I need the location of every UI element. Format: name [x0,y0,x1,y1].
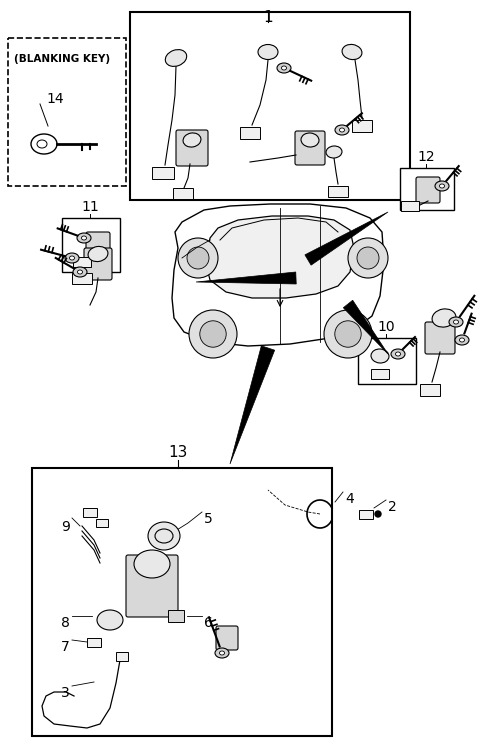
Text: 8: 8 [61,616,70,630]
FancyBboxPatch shape [84,248,112,280]
Bar [358,338,416,384]
Text: 11: 11 [81,200,99,214]
Bar [73,257,91,267]
Polygon shape [305,212,388,265]
Bar [420,384,440,396]
Text: 6: 6 [204,616,213,630]
Ellipse shape [440,184,444,188]
Text: 7: 7 [61,640,70,654]
Bar [152,167,174,179]
Ellipse shape [258,45,278,60]
Circle shape [375,511,381,517]
Text: 1: 1 [263,10,273,25]
Bar [240,127,260,139]
Circle shape [200,321,226,347]
Bar [400,168,454,210]
Ellipse shape [301,133,319,147]
Ellipse shape [335,125,349,135]
Bar [62,218,120,272]
Text: 5: 5 [204,512,213,526]
Ellipse shape [219,651,225,655]
Ellipse shape [97,610,123,630]
FancyBboxPatch shape [126,555,178,617]
Ellipse shape [65,253,79,263]
Bar [130,12,410,200]
Ellipse shape [165,50,187,66]
Text: 14: 14 [46,92,64,106]
Bar [32,468,332,736]
Text: 3: 3 [61,686,70,700]
Text: 2: 2 [388,500,397,514]
Ellipse shape [88,246,108,262]
Ellipse shape [82,236,86,240]
Bar [87,638,101,647]
FancyBboxPatch shape [216,626,238,650]
Ellipse shape [183,133,201,147]
Ellipse shape [454,320,458,324]
Bar [328,185,348,196]
Ellipse shape [37,140,47,148]
Ellipse shape [449,317,463,327]
FancyBboxPatch shape [176,130,208,166]
Ellipse shape [326,146,342,158]
Bar [359,510,373,519]
Ellipse shape [371,349,389,363]
Ellipse shape [281,66,287,70]
Text: 13: 13 [168,445,188,460]
Bar [173,187,193,199]
Ellipse shape [77,233,91,243]
Circle shape [348,238,388,278]
Polygon shape [206,216,354,298]
Polygon shape [343,301,388,354]
Ellipse shape [155,529,173,543]
Text: 10: 10 [377,320,395,334]
Ellipse shape [73,267,87,277]
FancyBboxPatch shape [86,232,110,260]
Bar [168,610,184,622]
Ellipse shape [396,352,400,356]
Polygon shape [230,346,275,464]
Circle shape [357,247,379,269]
Text: 12: 12 [417,150,435,164]
Ellipse shape [391,349,405,359]
Ellipse shape [435,181,449,191]
Polygon shape [196,272,296,284]
Circle shape [178,238,218,278]
Polygon shape [172,204,384,346]
Ellipse shape [77,270,83,274]
Bar [116,652,128,661]
FancyBboxPatch shape [295,131,325,165]
Circle shape [324,310,372,358]
Circle shape [187,247,209,269]
Ellipse shape [277,63,291,73]
Bar [401,201,419,211]
Ellipse shape [339,128,345,132]
Bar [371,369,389,379]
Ellipse shape [459,338,465,342]
FancyBboxPatch shape [425,322,455,354]
Text: (BLANKING KEY): (BLANKING KEY) [14,54,110,64]
FancyBboxPatch shape [416,177,440,203]
Circle shape [189,310,237,358]
Ellipse shape [432,309,456,327]
Bar [72,272,92,283]
Bar [352,120,372,132]
Circle shape [335,321,361,347]
Bar [96,519,108,527]
Bar [8,38,126,186]
Ellipse shape [31,134,57,154]
Bar [83,507,97,516]
Text: 4: 4 [345,492,354,506]
Text: 9: 9 [61,520,70,534]
Ellipse shape [455,335,469,345]
Ellipse shape [215,648,229,658]
Ellipse shape [148,522,180,550]
Ellipse shape [134,550,170,578]
Ellipse shape [342,45,362,60]
Ellipse shape [70,256,74,260]
